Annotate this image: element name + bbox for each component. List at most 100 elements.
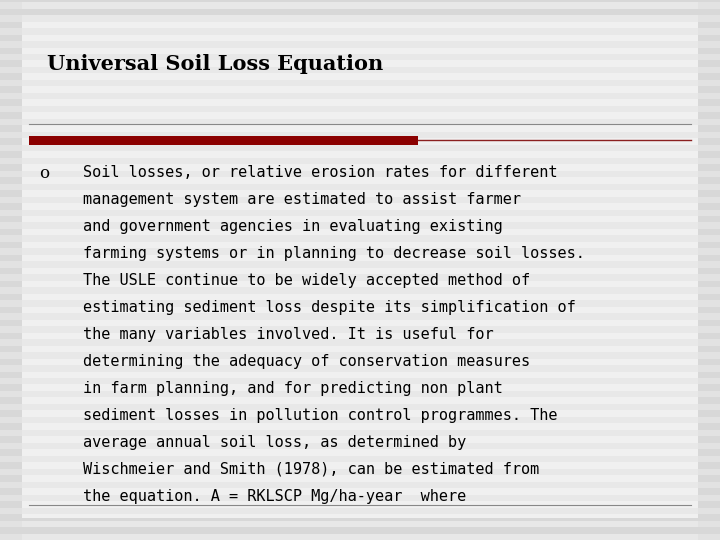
Bar (0, 158, 720, 164)
Bar (22, 365, 698, 372)
Bar (22, 28, 698, 35)
Bar (0, 287, 720, 294)
Text: o: o (40, 165, 50, 181)
Bar (0, 145, 720, 151)
Text: Wischmeier and Smith (1978), can be estimated from: Wischmeier and Smith (1978), can be esti… (83, 462, 539, 477)
Bar (0, 339, 720, 346)
Bar (0, 274, 720, 281)
Bar (22, 534, 698, 540)
Bar (22, 132, 698, 138)
Bar (0, 404, 720, 410)
Bar (0, 352, 720, 359)
Bar (0, 132, 720, 138)
Bar (0, 93, 720, 99)
Bar (0, 430, 720, 436)
Bar (0, 300, 720, 307)
Bar (22, 184, 698, 190)
Bar (22, 300, 698, 307)
Bar (0, 15, 720, 22)
Bar (0, 495, 720, 501)
Text: in farm planning, and for predicting non plant: in farm planning, and for predicting non… (83, 381, 503, 396)
Bar (0, 456, 720, 462)
Text: the equation. A = RKLSCP Mg/ha-year  where: the equation. A = RKLSCP Mg/ha-year wher… (83, 489, 466, 504)
Bar (0, 508, 720, 514)
Bar (0, 80, 720, 86)
Bar (22, 326, 698, 333)
Bar (0, 534, 720, 540)
Bar (0, 197, 720, 203)
Bar (22, 210, 698, 216)
Bar (0, 28, 720, 35)
Bar (0, 443, 720, 449)
Bar (0, 222, 720, 229)
Bar (0, 482, 720, 488)
Bar (0, 2, 720, 9)
Bar (22, 248, 698, 255)
Bar (22, 197, 698, 203)
Bar (0, 106, 720, 112)
Text: determining the adequacy of conservation measures: determining the adequacy of conservation… (83, 354, 530, 369)
Bar (22, 287, 698, 294)
Bar (22, 158, 698, 164)
Bar (0, 391, 720, 397)
Bar (22, 93, 698, 99)
Bar (22, 456, 698, 462)
Bar (0, 261, 720, 268)
Text: sediment losses in pollution control programmes. The: sediment losses in pollution control pro… (83, 408, 557, 423)
Bar (0, 521, 720, 527)
Bar (22, 482, 698, 488)
Bar (0, 119, 720, 125)
Bar (0, 417, 720, 423)
Bar (22, 417, 698, 423)
Bar (22, 339, 698, 346)
Bar (22, 67, 698, 73)
Text: average annual soil loss, as determined by: average annual soil loss, as determined … (83, 435, 466, 450)
Bar (0, 54, 720, 60)
Bar (0, 326, 720, 333)
Text: management system are estimated to assist farmer: management system are estimated to assis… (83, 192, 521, 207)
Bar (0, 210, 720, 216)
Bar (22, 54, 698, 60)
Text: and government agencies in evaluating existing: and government agencies in evaluating ex… (83, 219, 503, 234)
Bar (0, 184, 720, 190)
Text: The USLE continue to be widely accepted method of: The USLE continue to be widely accepted … (83, 273, 530, 288)
Bar (0, 248, 720, 255)
Bar (22, 106, 698, 112)
Bar (22, 274, 698, 281)
Bar (0, 469, 720, 475)
Text: the many variables involved. It is useful for: the many variables involved. It is usefu… (83, 327, 493, 342)
Bar (0, 67, 720, 73)
Bar (22, 15, 698, 22)
Bar (22, 378, 698, 384)
Text: Soil losses, or relative erosion rates for different: Soil losses, or relative erosion rates f… (83, 165, 557, 180)
Bar (0, 378, 720, 384)
Bar (22, 508, 698, 514)
Bar (22, 521, 698, 527)
Bar (22, 261, 698, 268)
Bar (0, 41, 720, 48)
Bar (22, 352, 698, 359)
Bar (0, 313, 720, 320)
Bar (29, 136, 418, 145)
Bar (22, 145, 698, 151)
Bar (22, 171, 698, 177)
Bar (22, 119, 698, 125)
Bar (22, 469, 698, 475)
Bar (22, 495, 698, 501)
Bar (22, 235, 698, 242)
Bar (22, 80, 698, 86)
Bar (0, 365, 720, 372)
Text: farming systems or in planning to decrease soil losses.: farming systems or in planning to decrea… (83, 246, 585, 261)
Bar (22, 313, 698, 320)
Bar (0, 171, 720, 177)
Text: Universal Soil Loss Equation: Universal Soil Loss Equation (47, 54, 383, 74)
Bar (22, 41, 698, 48)
Bar (22, 443, 698, 449)
Bar (22, 430, 698, 436)
Bar (22, 404, 698, 410)
Bar (22, 2, 698, 9)
Bar (22, 222, 698, 229)
Bar (22, 391, 698, 397)
Text: estimating sediment loss despite its simplification of: estimating sediment loss despite its sim… (83, 300, 575, 315)
Bar (0, 235, 720, 242)
